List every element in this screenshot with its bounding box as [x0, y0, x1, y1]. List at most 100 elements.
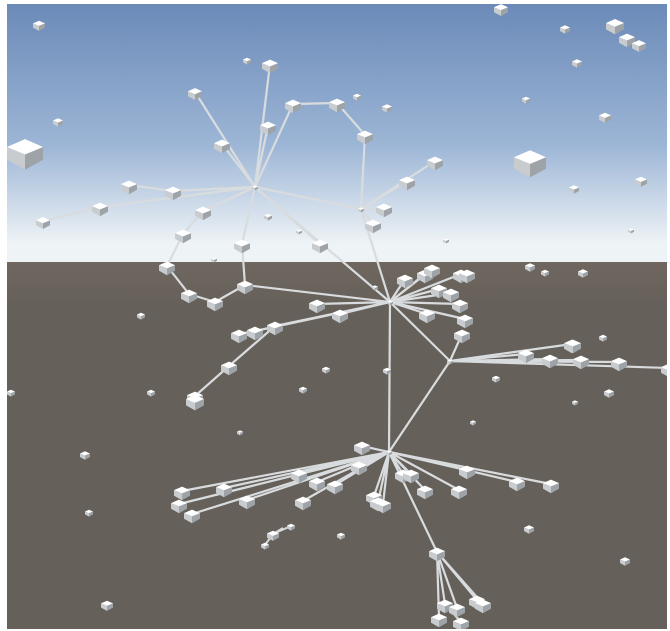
graph-node-cube[interactable] — [165, 186, 181, 201]
graph-node-cube[interactable] — [184, 509, 200, 524]
graph-node-cube[interactable] — [92, 202, 108, 217]
graph-node-cube[interactable] — [147, 389, 155, 397]
graph-node-cube[interactable] — [635, 176, 647, 187]
graph-node-cube[interactable] — [312, 239, 328, 254]
graph-node-cube[interactable] — [494, 4, 508, 17]
graph-node-cube[interactable] — [36, 217, 50, 230]
graph-node-cube[interactable] — [267, 321, 283, 336]
graph-node-cube[interactable] — [542, 354, 558, 369]
graph-node-cube[interactable] — [518, 349, 534, 364]
graph-node-cube[interactable] — [565, 339, 581, 354]
graph-node-cube[interactable] — [419, 309, 435, 324]
graph-node-cube[interactable] — [211, 257, 217, 263]
graph-node-cube[interactable] — [514, 150, 546, 178]
graph-node-cube[interactable] — [181, 289, 197, 304]
graph-node-cube[interactable] — [329, 98, 345, 113]
graph-node-cube[interactable] — [80, 451, 90, 460]
graph-node-cube[interactable] — [214, 139, 230, 154]
graph-node-cube[interactable] — [429, 547, 445, 562]
graph-node-cube[interactable] — [457, 314, 473, 329]
graph-node-cube[interactable] — [470, 420, 476, 426]
graph-node-cube[interactable] — [7, 139, 43, 170]
graph-node-cube[interactable] — [322, 366, 330, 374]
graph-node-cube[interactable] — [572, 400, 578, 406]
graph-node-cube[interactable] — [397, 274, 413, 289]
graph-node-cube[interactable] — [459, 269, 475, 284]
graph-node-cube[interactable] — [386, 450, 392, 456]
graph-node-cube[interactable] — [443, 238, 449, 244]
graph-node-cube[interactable] — [221, 361, 237, 376]
graph-node-cube[interactable] — [449, 603, 465, 618]
graph-node-cube[interactable] — [443, 288, 459, 303]
graph-node-cube[interactable] — [174, 486, 190, 501]
graph-node-cube[interactable] — [262, 59, 278, 74]
graph-node-cube[interactable] — [231, 329, 247, 344]
graph-node-cube[interactable] — [543, 479, 559, 494]
graph-node-cube[interactable] — [399, 176, 415, 191]
graph-node-cube[interactable] — [573, 355, 589, 370]
graph-node-cube[interactable] — [453, 617, 469, 629]
graph-node-cube[interactable] — [299, 386, 307, 394]
graph-node-cube[interactable] — [247, 326, 263, 341]
graph-node-cube[interactable] — [33, 20, 45, 31]
graph-node-cube[interactable] — [620, 557, 630, 566]
graph-node-cube[interactable] — [7, 389, 15, 397]
scene-viewport[interactable] — [7, 4, 667, 629]
graph-node-cube[interactable] — [243, 57, 251, 65]
graph-node-cube[interactable] — [291, 469, 307, 484]
graph-node-cube[interactable] — [234, 239, 250, 254]
graph-node-cube[interactable] — [337, 532, 345, 540]
graph-node-cube[interactable] — [383, 367, 391, 375]
graph-node-cube[interactable] — [121, 180, 137, 195]
graph-node-cube[interactable] — [137, 312, 145, 320]
graph-node-cube[interactable] — [452, 299, 468, 314]
graph-node-cube[interactable] — [524, 525, 534, 534]
graph-node-cube[interactable] — [267, 530, 279, 541]
graph-node-cube[interactable] — [447, 359, 453, 365]
graph-node-cube[interactable] — [332, 309, 348, 324]
graph-node-cube[interactable] — [296, 229, 302, 235]
graph-node-cube[interactable] — [661, 364, 667, 378]
graph-node-cube[interactable] — [353, 93, 361, 101]
graph-node-cube[interactable] — [372, 285, 378, 291]
graph-node-cube[interactable] — [427, 156, 443, 171]
graph-node-cube[interactable] — [522, 96, 530, 104]
graph-node-cube[interactable] — [237, 280, 253, 295]
graph-node-cube[interactable] — [309, 477, 325, 492]
graph-node-cube[interactable] — [382, 104, 392, 113]
graph-node-cube[interactable] — [357, 130, 373, 145]
graph-node-cube[interactable] — [475, 599, 491, 614]
graph-node-cube[interactable] — [237, 430, 243, 436]
graph-node-cube[interactable] — [599, 334, 607, 342]
graph-node-cube[interactable] — [606, 19, 624, 35]
graph-node-cube[interactable] — [572, 59, 582, 68]
graph-node-cube[interactable] — [387, 300, 393, 306]
graph-node-cube[interactable] — [171, 499, 187, 514]
graph-node-cube[interactable] — [604, 389, 614, 398]
graph-node-cube[interactable] — [239, 495, 255, 510]
graph-node-cube[interactable] — [354, 441, 370, 456]
graph-node-cube[interactable] — [358, 207, 364, 213]
graph-node-cube[interactable] — [351, 461, 367, 476]
graph-node-cube[interactable] — [53, 118, 63, 127]
graph-node-cube[interactable] — [252, 185, 258, 191]
graph-node-cube[interactable] — [525, 263, 535, 272]
graph-node-cube[interactable] — [632, 40, 646, 53]
graph-node-cube[interactable] — [85, 509, 93, 517]
graph-node-cube[interactable] — [628, 228, 634, 234]
graph-node-cube[interactable] — [295, 496, 311, 511]
graph-node-cube[interactable] — [599, 112, 611, 123]
graph-node-cube[interactable] — [365, 219, 381, 234]
graph-node-cube[interactable] — [619, 33, 635, 48]
graph-node-cube[interactable] — [424, 264, 440, 279]
graph-node-cube[interactable] — [188, 88, 202, 101]
graph-node-cube[interactable] — [454, 329, 470, 344]
graph-node-cube[interactable] — [569, 185, 579, 194]
graph-node-cube[interactable] — [159, 261, 175, 276]
graph-node-cube[interactable] — [327, 480, 343, 495]
graph-node-cube[interactable] — [611, 357, 627, 372]
graph-node-cube[interactable] — [560, 25, 570, 34]
graph-node-cube[interactable] — [287, 523, 295, 531]
graph-node-cube[interactable] — [375, 499, 391, 514]
graph-node-cube[interactable] — [216, 483, 232, 498]
